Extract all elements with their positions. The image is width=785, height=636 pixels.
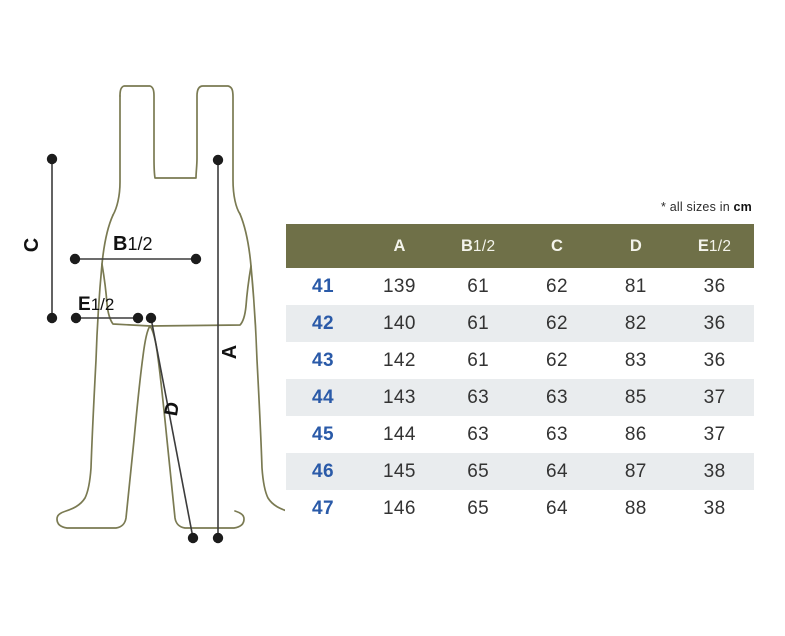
cell-d: 82 bbox=[596, 305, 676, 342]
table-row: 41 139 61 62 81 36 bbox=[286, 268, 754, 305]
cell-c: 63 bbox=[546, 423, 568, 445]
table-row: 46 145 65 64 87 38 bbox=[286, 453, 754, 490]
cell-b: 61 bbox=[438, 305, 518, 342]
dimension-label-a: A bbox=[219, 345, 241, 359]
note-asterisk: * bbox=[661, 200, 667, 214]
size-table-body: 41 139 61 62 81 36 42 140 61 62 82 36 43 142 61 62 83 36 4… bbox=[286, 268, 754, 527]
note-text: all sizes in bbox=[669, 200, 730, 214]
cell-d: 85 bbox=[596, 379, 676, 416]
column-header-b-frac: 1/2 bbox=[472, 237, 496, 255]
dimension-label-e: E1/2 bbox=[78, 294, 114, 315]
cell-size: 42 bbox=[286, 305, 360, 342]
column-header-a: A bbox=[360, 224, 439, 268]
column-header-d-main: D bbox=[629, 236, 642, 255]
cell-b: 65 bbox=[438, 453, 518, 490]
table-row: 42 140 61 62 82 36 bbox=[286, 305, 754, 342]
column-header-c-main: C bbox=[551, 236, 563, 255]
column-header-c: C bbox=[517, 224, 597, 268]
cell-b: 63 bbox=[467, 423, 490, 445]
column-header-e-main: E bbox=[697, 236, 709, 255]
cell-d: 87 bbox=[596, 453, 676, 490]
cell-b: 61 bbox=[467, 349, 490, 371]
cell-d: 83 bbox=[624, 349, 647, 371]
column-header-size bbox=[286, 224, 360, 268]
cell-c: 62 bbox=[546, 275, 568, 297]
cell-c: 64 bbox=[517, 453, 597, 490]
cell-a: 145 bbox=[360, 453, 439, 490]
dimension-line-e bbox=[70, 312, 144, 324]
dimension-label-b: B1/2 bbox=[113, 233, 152, 255]
cell-c: 62 bbox=[517, 305, 597, 342]
cell-size: 46 bbox=[286, 453, 360, 490]
cell-a: 139 bbox=[382, 275, 416, 297]
cell-e: 37 bbox=[675, 379, 754, 416]
note-unit: cm bbox=[733, 200, 752, 214]
cell-b: 65 bbox=[467, 497, 490, 519]
cell-c: 63 bbox=[517, 379, 597, 416]
cell-b: 63 bbox=[438, 379, 518, 416]
cell-a: 144 bbox=[382, 423, 416, 445]
dimension-line-a bbox=[212, 154, 224, 544]
units-note: * all sizes in cm bbox=[286, 200, 752, 214]
cell-e: 37 bbox=[703, 423, 726, 445]
cell-size: 47 bbox=[312, 497, 334, 519]
size-table: A B1/2 C D E1/2 41 139 61 62 81 36 42 bbox=[286, 224, 754, 527]
cell-size: 41 bbox=[312, 275, 334, 297]
column-header-d: D bbox=[596, 224, 676, 268]
cell-a: 146 bbox=[382, 497, 416, 519]
cell-d: 86 bbox=[624, 423, 647, 445]
cell-a: 142 bbox=[382, 349, 416, 371]
table-row: 43 142 61 62 83 36 bbox=[286, 342, 754, 379]
cell-c: 62 bbox=[546, 349, 568, 371]
dimension-line-b bbox=[69, 253, 202, 265]
waders-diagram: C B1/2 E1/2 D bbox=[0, 0, 285, 636]
cell-d: 81 bbox=[624, 275, 647, 297]
cell-size: 45 bbox=[312, 423, 334, 445]
column-header-b-main: B bbox=[461, 236, 473, 255]
cell-e: 38 bbox=[703, 497, 726, 519]
column-header-b: B1/2 bbox=[438, 224, 518, 268]
size-table-head: A B1/2 C D E1/2 bbox=[286, 224, 754, 268]
cell-e: 36 bbox=[703, 275, 726, 297]
table-row: 47 146 65 64 88 38 bbox=[286, 490, 754, 527]
column-header-a-main: A bbox=[393, 236, 406, 255]
cell-a: 140 bbox=[360, 305, 439, 342]
cell-a: 143 bbox=[360, 379, 439, 416]
cell-size: 43 bbox=[312, 349, 334, 371]
cell-e: 36 bbox=[675, 305, 754, 342]
cell-size: 44 bbox=[286, 379, 360, 416]
dimension-label-d: D bbox=[161, 400, 184, 417]
size-table-header-row: A B1/2 C D E1/2 bbox=[286, 224, 754, 268]
size-table-panel: * all sizes in cm A B1/2 C bbox=[286, 200, 754, 527]
cell-b: 61 bbox=[467, 275, 490, 297]
dimension-line-c bbox=[46, 153, 58, 324]
dimension-line-d bbox=[145, 312, 199, 544]
table-row: 45 144 63 63 86 37 bbox=[286, 416, 754, 453]
dimension-label-c: C bbox=[21, 238, 43, 252]
cell-e: 38 bbox=[675, 453, 754, 490]
column-header-e: E1/2 bbox=[675, 224, 754, 268]
table-row: 44 143 63 63 85 37 bbox=[286, 379, 754, 416]
cell-c: 64 bbox=[546, 497, 568, 519]
cell-d: 88 bbox=[624, 497, 647, 519]
column-header-e-frac: 1/2 bbox=[708, 237, 732, 255]
cell-e: 36 bbox=[703, 349, 726, 371]
